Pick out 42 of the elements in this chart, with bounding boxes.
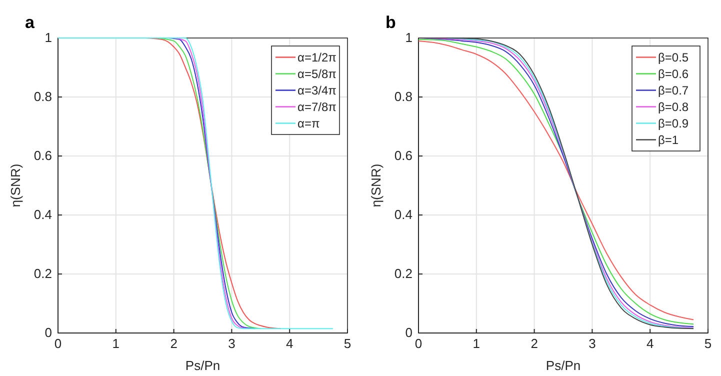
legend-label: β=0.6 xyxy=(658,66,689,81)
legend-label: β=0.5 xyxy=(658,50,689,64)
x-tick-label: 1 xyxy=(472,336,480,352)
y-tick-label: 0.4 xyxy=(34,207,52,222)
legend-label: β=0.7 xyxy=(658,83,689,98)
x-tick-label: 0 xyxy=(414,336,422,352)
legend-label: α=5/8π xyxy=(298,66,336,81)
x-tick-label: 4 xyxy=(286,336,294,352)
legend-label: α=3/4π xyxy=(298,83,336,98)
y-tick-label: 0.6 xyxy=(34,148,52,164)
y-tick-label: 0.8 xyxy=(34,89,52,104)
y-tick-label: 0.6 xyxy=(394,148,412,164)
y-tick-label: 0.8 xyxy=(394,89,412,104)
y-tick-label: 1 xyxy=(44,30,52,46)
y-tick-label: 0.4 xyxy=(394,207,412,222)
y-tick-label: 0 xyxy=(405,325,412,340)
x-tick-label: 4 xyxy=(646,336,654,352)
x-axis-title: Ps/Pn xyxy=(185,358,220,373)
legend-label: β=1 xyxy=(658,132,679,147)
x-tick-label: 3 xyxy=(588,336,596,352)
y-axis-title: η(SNR) xyxy=(8,164,23,208)
line-series xyxy=(58,38,334,330)
x-tick-label: 3 xyxy=(228,336,236,352)
x-tick-label: 2 xyxy=(170,336,178,352)
x-axis-title: Ps/Pn xyxy=(546,358,581,373)
x-tick-label: 2 xyxy=(530,336,538,352)
legend-label: β=0.8 xyxy=(658,100,689,114)
x-tick-label: 1 xyxy=(112,336,120,352)
legend-label: α=π xyxy=(298,116,320,130)
y-tick-label: 1 xyxy=(405,30,412,46)
x-tick-label: 0 xyxy=(54,336,62,352)
chart-title: a xyxy=(25,13,35,32)
legend-label: α=1/2π xyxy=(298,50,336,64)
y-tick-label: 0.2 xyxy=(34,266,52,282)
y-axis-title: η(SNR) xyxy=(368,164,384,208)
y-tick-label: 0.2 xyxy=(394,266,412,282)
x-tick-label: 5 xyxy=(344,336,352,352)
legend-label: α=7/8π xyxy=(298,100,336,114)
x-tick-label: 5 xyxy=(704,336,712,352)
legend-label: β=0.9 xyxy=(658,116,689,130)
y-tick-label: 0 xyxy=(44,325,52,340)
chart-title: b xyxy=(386,13,396,32)
